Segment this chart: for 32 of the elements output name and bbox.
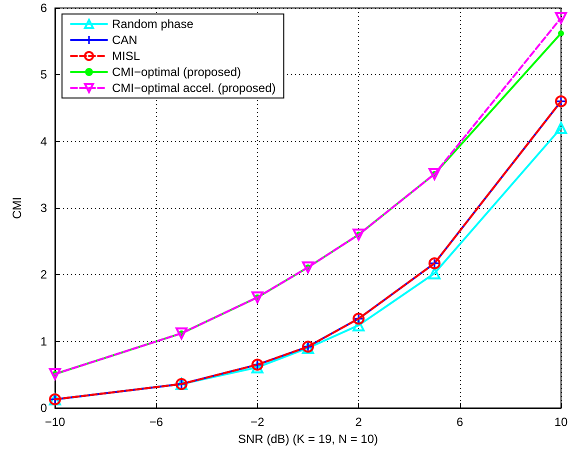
point bbox=[428, 267, 440, 280]
legend-label: Random phase bbox=[112, 17, 194, 31]
x-axis-title: SNR (dB) (K = 19, N = 10) bbox=[238, 432, 378, 446]
legend-label: CAN bbox=[112, 33, 138, 47]
x-tick-label: −2 bbox=[250, 415, 265, 429]
y-tick-label: 3 bbox=[40, 201, 48, 215]
point bbox=[251, 361, 264, 374]
legend-label: CMI−optimal accel. (proposed) bbox=[112, 81, 276, 95]
y-tick-label: 0 bbox=[40, 401, 48, 415]
y-tick-label: 6 bbox=[40, 1, 48, 15]
legend-label: MISL bbox=[112, 49, 140, 63]
y-tick-label: 4 bbox=[40, 134, 48, 148]
point bbox=[176, 327, 188, 340]
x-tick-label: −6 bbox=[149, 415, 164, 429]
y-tick-label: 5 bbox=[40, 68, 48, 82]
x-tick-label: 10 bbox=[554, 415, 568, 429]
x-tick-label: 2 bbox=[355, 415, 362, 429]
point bbox=[302, 261, 314, 274]
point bbox=[49, 368, 61, 380]
y-tick-label: 2 bbox=[40, 268, 48, 282]
point bbox=[555, 12, 567, 24]
legend-label: CMI−optimal (proposed) bbox=[112, 65, 242, 79]
x-tick-label: −10 bbox=[44, 415, 66, 429]
point bbox=[352, 228, 365, 241]
point bbox=[555, 122, 567, 134]
point bbox=[558, 30, 564, 36]
point bbox=[352, 319, 365, 332]
point bbox=[428, 168, 440, 180]
y-tick-label: 1 bbox=[40, 334, 48, 348]
x-tick-label: 6 bbox=[456, 415, 464, 429]
y-axis-title: CMI bbox=[10, 197, 24, 219]
point bbox=[251, 291, 264, 304]
